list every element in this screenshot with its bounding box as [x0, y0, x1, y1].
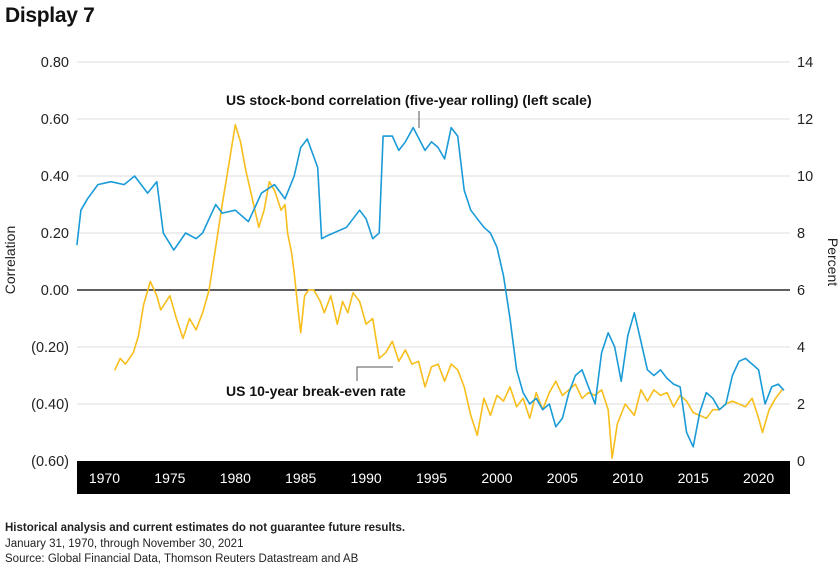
x-tick-label: 2000	[481, 470, 512, 486]
source-text: Source: Global Financial Data, Thomson R…	[5, 553, 359, 565]
x-axis-bar	[77, 461, 790, 494]
display-title: Display 7	[5, 4, 95, 27]
right-tick-label: 2	[797, 397, 805, 413]
annotation-leader-breakeven	[356, 366, 393, 381]
x-tick-label: 1970	[89, 470, 120, 486]
disclaimer-text: Historical analysis and current estimate…	[5, 522, 406, 534]
x-tick-label: 2020	[743, 470, 774, 486]
right-tick-label: 0	[797, 454, 805, 470]
x-tick-label: 2015	[678, 470, 709, 486]
annotation-correlation: US stock-bond correlation (five-year rol…	[226, 92, 592, 108]
right-tick-label: 6	[797, 283, 805, 299]
x-tick-label: 1980	[220, 470, 251, 486]
right-axis-ticks: 14 12 10 8 6 4 2 0	[797, 55, 813, 470]
x-tick-label: 1990	[351, 470, 382, 486]
left-axis-ticks: 0.80 0.60 0.40 0.20 0.00 (0.20) (0.40) (0.60)	[31, 55, 69, 470]
x-axis-ticks: 1970 1975 1980 1985 1990 1995 2000 2005 2010 2015…	[89, 470, 774, 486]
left-tick-label: 0.80	[41, 55, 69, 71]
series-line-breakeven	[114, 123, 784, 460]
x-tick-label: 2005	[547, 470, 578, 486]
left-tick-label: 0.60	[41, 112, 69, 128]
x-tick-label: 1995	[416, 470, 447, 486]
x-tick-label: 1975	[154, 470, 185, 486]
left-tick-label: 0.20	[41, 226, 69, 242]
series-line-correlation	[76, 126, 785, 448]
x-tick-label: 2010	[612, 470, 643, 486]
right-tick-label: 4	[797, 340, 805, 356]
left-tick-label: 0.00	[41, 283, 69, 299]
gridlines	[77, 61, 790, 405]
annotation-breakeven: US 10-year break-even rate	[226, 383, 406, 399]
right-tick-label: 12	[797, 112, 813, 128]
left-tick-label: 0.40	[41, 169, 69, 185]
right-tick-label: 10	[797, 169, 813, 185]
right-tick-label: 8	[797, 226, 805, 242]
right-tick-label: 14	[797, 55, 813, 71]
y-axis-label: Correlation	[2, 226, 18, 294]
left-tick-label: (0.60)	[31, 454, 69, 470]
date-range-text: January 31, 1970, through November 30, 2…	[5, 538, 244, 550]
x-tick-label: 1985	[285, 470, 316, 486]
left-tick-label: (0.40)	[31, 397, 69, 413]
y2-axis-label: Percent	[825, 238, 840, 286]
left-tick-label: (0.20)	[31, 340, 69, 356]
series-lines	[76, 123, 785, 460]
